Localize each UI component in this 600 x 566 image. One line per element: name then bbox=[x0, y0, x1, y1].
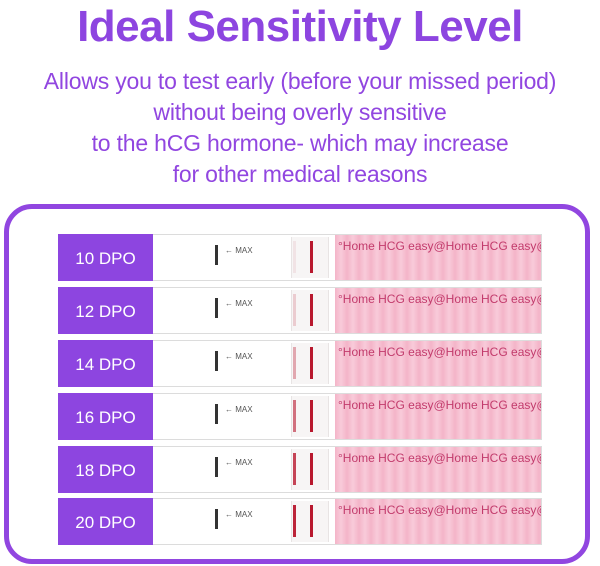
subtitle-line: without being overly sensitive bbox=[153, 99, 447, 125]
subtitle-line: Allows you to test early (before your mi… bbox=[43, 68, 557, 94]
brand-text: °Home HCG easy@Home HCG easy@Home HCG ea… bbox=[338, 345, 541, 359]
max-label: ← MAX bbox=[225, 458, 253, 467]
control-line bbox=[310, 241, 313, 273]
test-line bbox=[293, 294, 296, 326]
control-line bbox=[310, 347, 313, 379]
strip-handle-branding: °Home HCG easy@Home HCG easy@Home HCG ea… bbox=[335, 394, 541, 439]
max-indicator-bar bbox=[215, 509, 218, 529]
max-indicator-bar bbox=[215, 298, 218, 318]
control-line bbox=[310, 294, 313, 326]
max-label: ← MAX bbox=[225, 352, 253, 361]
control-line bbox=[310, 400, 313, 432]
max-indicator-bar bbox=[215, 404, 218, 424]
strip-handle-branding: °Home HCG easy@Home HCG easy@Home HCG ea… bbox=[335, 235, 541, 280]
control-line bbox=[310, 505, 313, 537]
test-strip-row: 20 DPO ← MAX °Home HCG easy@Home HCG easy@… bbox=[58, 498, 542, 545]
brand-text: °Home HCG easy@Home HCG easy@Home HCG ea… bbox=[338, 451, 541, 465]
test-strip: ← MAX °Home HCG easy@Home HCG easy@Home H… bbox=[153, 498, 542, 545]
max-label: ← MAX bbox=[225, 299, 253, 308]
test-line bbox=[293, 453, 296, 485]
test-line bbox=[293, 347, 296, 379]
test-strip-row: 12 DPO ← MAX °Home HCG easy@Home HCG easy@… bbox=[58, 287, 542, 334]
max-indicator-bar bbox=[215, 457, 218, 477]
max-label: ← MAX bbox=[225, 246, 253, 255]
test-strip-row: 10 DPO ← MAX °Home HCG easy@Home HCG easy@… bbox=[58, 234, 542, 281]
dpo-label: 16 DPO bbox=[58, 393, 153, 440]
dpo-label: 12 DPO bbox=[58, 287, 153, 334]
page-title: Ideal Sensitivity Level bbox=[77, 2, 523, 51]
subtitle-line: to the hCG hormone- which may increase bbox=[91, 130, 509, 156]
test-strip: ← MAX °Home HCG easy@Home HCG easy@Home H… bbox=[153, 393, 542, 440]
brand-text: °Home HCG easy@Home HCG easy@Home HCG ea… bbox=[338, 398, 541, 412]
test-strip: ← MAX °Home HCG easy@Home HCG easy@Home H… bbox=[153, 340, 542, 387]
strip-handle-branding: °Home HCG easy@Home HCG easy@Home HCG ea… bbox=[335, 499, 541, 544]
control-line bbox=[310, 453, 313, 485]
dpo-label: 10 DPO bbox=[58, 234, 153, 281]
test-strip: ← MAX °Home HCG easy@Home HCG easy@Home H… bbox=[153, 287, 542, 334]
strip-handle-branding: °Home HCG easy@Home HCG easy@Home HCG ea… bbox=[335, 341, 541, 386]
brand-text: °Home HCG easy@Home HCG easy@Home HCG ea… bbox=[338, 239, 541, 253]
dpo-label: 20 DPO bbox=[58, 498, 153, 545]
brand-text: °Home HCG easy@Home HCG easy@Home HCG ea… bbox=[338, 503, 541, 517]
subtitle-line: for other medical reasons bbox=[172, 161, 428, 187]
max-indicator-bar bbox=[215, 245, 218, 265]
max-label: ← MAX bbox=[225, 510, 253, 519]
test-strip: ← MAX °Home HCG easy@Home HCG easy@Home H… bbox=[153, 446, 542, 493]
strip-handle-branding: °Home HCG easy@Home HCG easy@Home HCG ea… bbox=[335, 447, 541, 492]
strip-handle-branding: °Home HCG easy@Home HCG easy@Home HCG ea… bbox=[335, 288, 541, 333]
test-strip-row: 18 DPO ← MAX °Home HCG easy@Home HCG easy@… bbox=[58, 446, 542, 493]
dpo-label: 18 DPO bbox=[58, 446, 153, 493]
test-line bbox=[293, 400, 296, 432]
test-strip: ← MAX °Home HCG easy@Home HCG easy@Home H… bbox=[153, 234, 542, 281]
test-line bbox=[293, 505, 296, 537]
max-label: ← MAX bbox=[225, 405, 253, 414]
test-strip-panel bbox=[4, 204, 590, 564]
max-indicator-bar bbox=[215, 351, 218, 371]
test-strip-row: 16 DPO ← MAX °Home HCG easy@Home HCG easy@… bbox=[58, 393, 542, 440]
test-line bbox=[293, 241, 296, 273]
subtitle: Allows you to test early (before your mi… bbox=[0, 66, 600, 190]
test-strip-row: 14 DPO ← MAX °Home HCG easy@Home HCG easy@… bbox=[58, 340, 542, 387]
dpo-label: 14 DPO bbox=[58, 340, 153, 387]
brand-text: °Home HCG easy@Home HCG easy@Home HCG ea… bbox=[338, 292, 541, 306]
